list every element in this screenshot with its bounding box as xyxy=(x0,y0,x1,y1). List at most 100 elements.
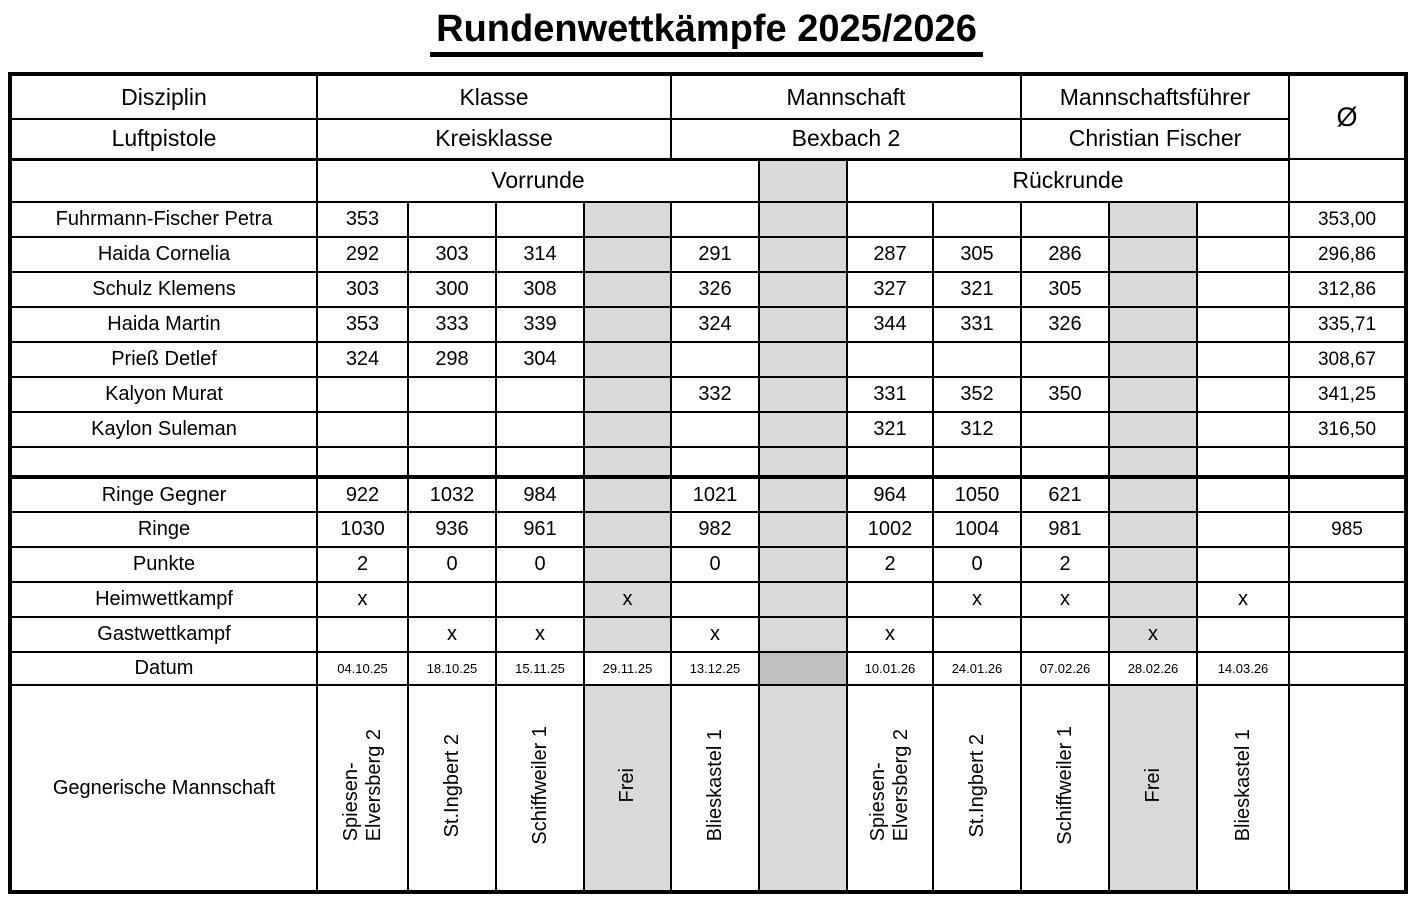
score-cell xyxy=(932,341,1022,378)
match-flag-cell xyxy=(316,616,409,653)
score-cell: 324 xyxy=(670,306,760,343)
score-cell xyxy=(670,341,760,378)
score-cell xyxy=(1196,341,1290,378)
match-flag-cell: x xyxy=(583,581,672,618)
score-cell xyxy=(407,376,497,413)
title-row: Rundenwettkämpfe 2025/2026 xyxy=(0,8,1413,57)
opponent-team-cell: Frei xyxy=(1108,684,1198,893)
score-cell xyxy=(1196,271,1290,308)
score-cell: 305 xyxy=(932,236,1022,273)
player-average-cell: 341,25 xyxy=(1288,376,1407,413)
stat-row: Punkte 2 0 0 0 2 0 2 xyxy=(9,546,1407,583)
match-type-label: Heimwettkampf xyxy=(9,581,318,618)
spacer-cell xyxy=(1108,446,1198,478)
score-cell: 305 xyxy=(1020,271,1110,308)
match-flag-cell xyxy=(1196,616,1290,653)
score-cell xyxy=(583,201,672,238)
player-average-cell: 335,71 xyxy=(1288,306,1407,343)
player-name: Prieß Detlef xyxy=(9,341,318,378)
score-cell xyxy=(932,201,1022,238)
stat-value-cell: 0 xyxy=(407,546,497,583)
stat-row: Ringe 1030 936 961 982 1002 1004 981 985 xyxy=(9,511,1407,548)
mannschaftsfuehrer-label: Mannschaftsführer xyxy=(1020,73,1290,120)
season-separator-cell xyxy=(758,236,848,273)
score-cell xyxy=(1196,201,1290,238)
date-cell: 29.11.25 xyxy=(583,651,672,686)
stat-value-cell xyxy=(583,511,672,548)
player-name: Kaylon Suleman xyxy=(9,411,318,448)
score-cell: 333 xyxy=(407,306,497,343)
date-cell: 04.10.25 xyxy=(316,651,409,686)
spacer-cell xyxy=(316,446,409,478)
klasse-value: Kreisklasse xyxy=(316,118,672,161)
date-cell: 15.11.25 xyxy=(495,651,585,686)
score-cell xyxy=(316,411,409,448)
match-flag-cell: x xyxy=(495,616,585,653)
match-flag-cell: x xyxy=(932,581,1022,618)
stat-value-cell xyxy=(583,475,672,513)
player-name: Fuhrmann-Fischer Petra xyxy=(9,201,318,238)
stat-value-cell: 1002 xyxy=(846,511,934,548)
player-row: Fuhrmann-Fischer Petra 353 353,00 xyxy=(9,201,1407,238)
stat-row: Ringe Gegner 922 1032 984 1021 964 1050 621 xyxy=(9,475,1407,513)
match-flag-cell: x xyxy=(316,581,409,618)
opponent-team-name: Spiesen- Elversberg 2 xyxy=(867,729,912,842)
spacer-cell xyxy=(583,446,672,478)
score-cell xyxy=(1108,306,1198,343)
spacer-avg-cell xyxy=(1288,446,1407,478)
opponents-row: Gegnerische Mannschaft Spiesen- Elversber… xyxy=(9,684,1407,893)
date-cell: 07.02.26 xyxy=(1020,651,1110,686)
stat-label: Ringe xyxy=(9,511,318,548)
stat-value-cell: 984 xyxy=(495,475,585,513)
disziplin-label: Disziplin xyxy=(9,73,318,120)
opponent-team-name: St.Ingbert 2 xyxy=(965,733,988,838)
season-separator-cell xyxy=(758,341,848,378)
date-cell: 14.03.26 xyxy=(1196,651,1290,686)
stat-value-cell: 1050 xyxy=(932,475,1022,513)
stat-value-cell: 2 xyxy=(1020,546,1110,583)
date-label: Datum xyxy=(9,651,318,686)
score-cell xyxy=(316,376,409,413)
score-cell: 308 xyxy=(495,271,585,308)
match-type-row: Heimwettkampf x x x x x xyxy=(9,581,1407,618)
season-separator-cell xyxy=(758,271,848,308)
opponent-team-cell: St.Ingbert 2 xyxy=(932,684,1022,893)
stat-value-cell: 2 xyxy=(316,546,409,583)
stat-label: Ringe Gegner xyxy=(9,475,318,513)
match-flag-cell: x xyxy=(407,616,497,653)
opponent-team-name: St.Ingbert 2 xyxy=(440,733,463,838)
rounds-header-avg-spacer xyxy=(1288,158,1407,203)
match-type-row: Gastwettkampf x x x x x xyxy=(9,616,1407,653)
score-cell xyxy=(1196,376,1290,413)
score-cell xyxy=(1196,236,1290,273)
player-name: Haida Cornelia xyxy=(9,236,318,273)
opponent-team-name: Blieskastel 1 xyxy=(703,729,726,842)
opponent-team-name: Schiffweiler 1 xyxy=(528,726,551,845)
score-cell xyxy=(670,411,760,448)
stat-value-cell: 1030 xyxy=(316,511,409,548)
score-cell: 344 xyxy=(846,306,934,343)
date-cell: 10.01.26 xyxy=(846,651,934,686)
score-cell: 331 xyxy=(932,306,1022,343)
score-cell xyxy=(1020,411,1110,448)
score-cell xyxy=(583,306,672,343)
rounds-header-row: Vorrunde Rückrunde xyxy=(9,158,1407,203)
rounds-header-spacer xyxy=(9,158,318,203)
player-average-cell: 316,50 xyxy=(1288,411,1407,448)
score-cell xyxy=(1108,411,1198,448)
stat-value-cell xyxy=(583,546,672,583)
disziplin-value: Luftpistole xyxy=(9,118,318,161)
score-cell xyxy=(1196,306,1290,343)
klasse-label: Klasse xyxy=(316,73,672,120)
rueckrunde-header: Rückrunde xyxy=(846,158,1290,203)
score-cell xyxy=(495,201,585,238)
score-cell: 326 xyxy=(1020,306,1110,343)
stat-value-cell: 0 xyxy=(932,546,1022,583)
opponent-team-name: Frei xyxy=(1141,768,1164,803)
spacer-cell xyxy=(1196,446,1290,478)
score-cell: 304 xyxy=(495,341,585,378)
stat-value-cell: 922 xyxy=(316,475,409,513)
player-row: Haida Cornelia 292 303 314 291 287 305 286 296,8… xyxy=(9,236,1407,273)
score-cell: 292 xyxy=(316,236,409,273)
